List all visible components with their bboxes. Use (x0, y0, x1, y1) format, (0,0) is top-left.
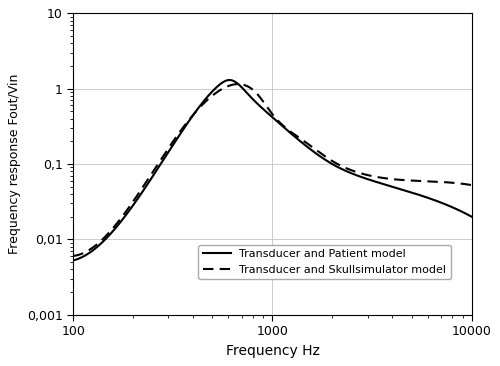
X-axis label: Frequency Hz: Frequency Hz (226, 344, 320, 358)
Line: Transducer and Skullsimulator model: Transducer and Skullsimulator model (73, 84, 471, 256)
Transducer and Patient model (226, 78, 232, 82)
Transducer and Skullsimulator model (468, 183, 474, 187)
Transducer and Patient model (468, 214, 474, 219)
Line: Transducer and Patient model: Transducer and Patient model (73, 80, 471, 261)
Transducer and Skullsimulator model (70, 254, 76, 258)
Transducer and Skullsimulator model (264, 105, 270, 109)
Transducer and Patient model (254, 101, 260, 105)
Transducer and Patient model (90, 248, 96, 252)
Transducer and Skullsimulator model (384, 176, 390, 181)
Transducer and Patient model (384, 183, 390, 187)
Legend: Transducer and Patient model, Transducer and Skullsimulator model: Transducer and Patient model, Transducer… (198, 244, 451, 279)
Y-axis label: Frequency response Fout/Vin: Frequency response Fout/Vin (8, 74, 22, 254)
Transducer and Skullsimulator model (90, 245, 96, 249)
Transducer and Skullsimulator model (458, 181, 464, 186)
Transducer and Skullsimulator model (457, 181, 463, 186)
Transducer and Patient model (264, 111, 270, 115)
Transducer and Skullsimulator model (235, 82, 241, 86)
Transducer and Skullsimulator model (254, 91, 260, 96)
Transducer and Patient model (458, 209, 464, 213)
Transducer and Patient model (70, 258, 76, 263)
Transducer and Patient model (457, 209, 463, 213)
